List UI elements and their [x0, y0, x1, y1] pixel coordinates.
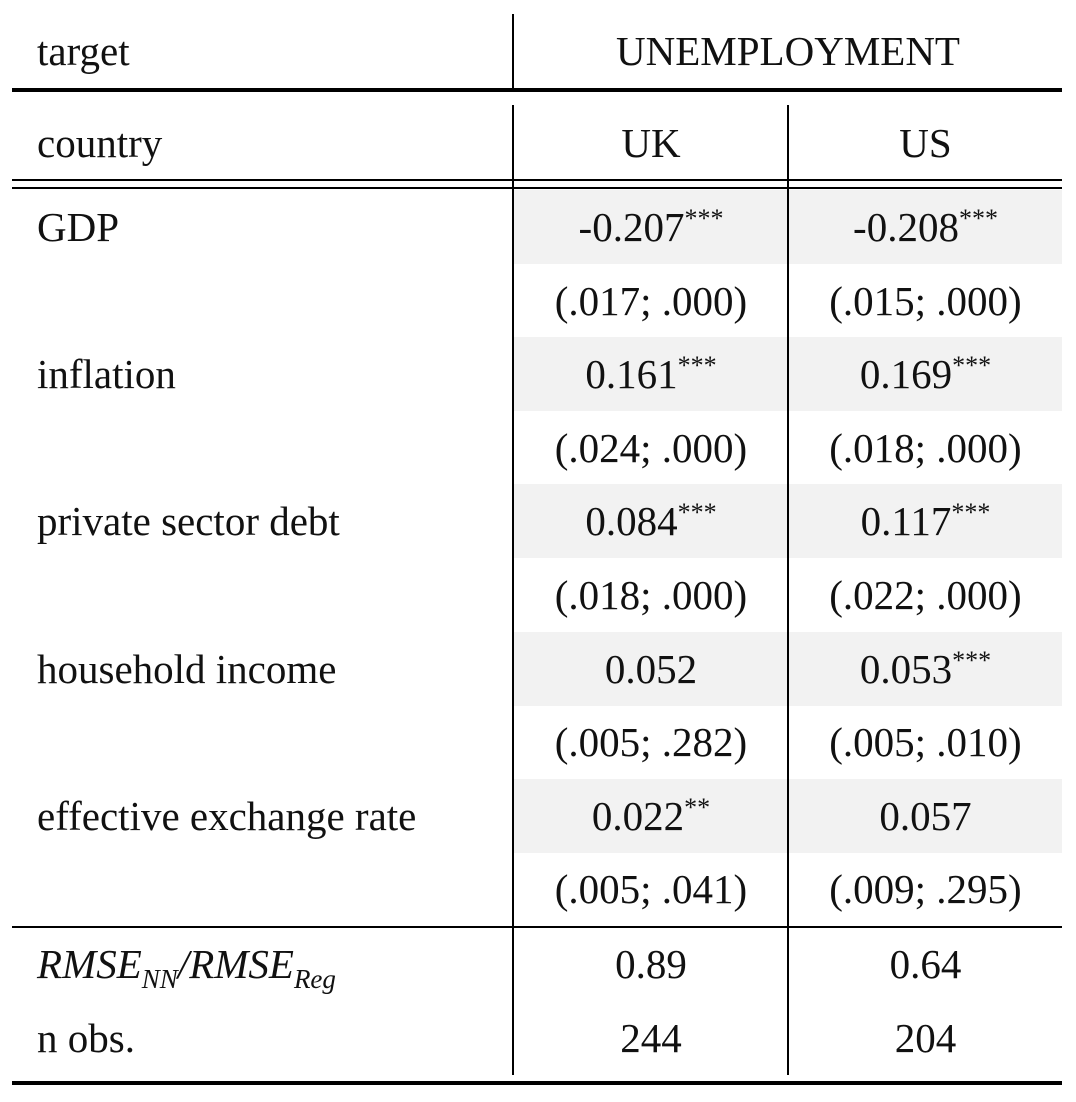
target-value: UNEMPLOYMENT: [616, 28, 960, 74]
row-label: household income: [37, 645, 337, 692]
ci-us: (.015; .000): [829, 277, 1022, 324]
ci-us: (.009; .295): [829, 866, 1022, 913]
footer-rule: [12, 926, 1062, 928]
coef-value: 0.022: [591, 792, 685, 839]
column-divider: [787, 105, 789, 1075]
rmse-slash: /: [177, 941, 190, 987]
significance-stars: ***: [951, 498, 991, 528]
ci-uk: (.005; .041): [554, 866, 748, 913]
coef-us: -0.208***: [789, 190, 1062, 264]
column-divider: [512, 14, 514, 89]
ci-uk: (.005; .282): [554, 719, 748, 766]
significance-stars: **: [684, 792, 711, 822]
ci-uk: (.017; .000): [554, 277, 748, 324]
country-uk: UK: [621, 120, 681, 166]
significance-stars: ***: [952, 645, 992, 675]
coef-uk: 0.161***: [514, 337, 788, 411]
ci-uk: (.024; .000): [554, 424, 748, 471]
header-thick-rule: [12, 88, 1062, 92]
coef-value: 0.161: [585, 351, 678, 398]
coef-us: 0.169***: [789, 337, 1062, 411]
significance-stars: ***: [684, 204, 724, 233]
coef-uk: 0.022**: [514, 779, 788, 853]
rmse-uk: 0.89: [615, 941, 687, 987]
header-double-rule-bottom: [12, 187, 1062, 189]
ci-us: (.022; .000): [829, 572, 1022, 618]
rmse-subscript-nn: NN: [141, 964, 178, 994]
coef-value: 0.053: [859, 645, 953, 692]
rmse-us: 0.64: [889, 941, 962, 987]
nobs-us: 204: [894, 1015, 957, 1061]
row-label: inflation: [37, 351, 176, 398]
bottom-thick-rule: [12, 1081, 1062, 1085]
row-label: effective exchange rate: [37, 792, 417, 839]
target-label: target: [37, 28, 130, 74]
significance-stars: ***: [952, 351, 992, 381]
header-double-rule-top: [12, 179, 1062, 181]
coef-value: 0.084: [585, 498, 678, 545]
country-label: country: [37, 120, 163, 166]
nobs-uk: 244: [620, 1015, 682, 1061]
rmse-subscript-reg: Reg: [293, 964, 336, 994]
rmse-label-part: RMSE: [37, 941, 142, 987]
coef-value: 0.117: [860, 498, 952, 545]
column-divider: [512, 105, 514, 1075]
significance-stars: ***: [958, 204, 998, 233]
coef-value: 0.169: [859, 351, 953, 398]
coef-us: 0.053***: [789, 632, 1062, 706]
coef-uk: 0.052: [514, 632, 788, 706]
coef-value: 0.057: [879, 792, 972, 839]
coef-value: -0.207: [578, 204, 685, 250]
row-label: GDP: [37, 204, 120, 250]
coef-us: 0.057: [789, 779, 1062, 853]
coef-uk: 0.084***: [514, 484, 788, 558]
coef-value: -0.208: [853, 204, 959, 250]
ci-uk: (.018; .000): [554, 572, 748, 618]
coef-uk: -0.207***: [514, 190, 788, 264]
significance-stars: ***: [677, 351, 717, 381]
significance-stars: ***: [677, 498, 717, 528]
coef-value: 0.052: [604, 645, 698, 692]
row-label: private sector debt: [37, 498, 340, 545]
country-us: US: [899, 120, 952, 166]
ci-us: (.018; .000): [829, 424, 1022, 471]
nobs-label: n obs.: [37, 1015, 135, 1061]
ci-us: (.005; .010): [829, 719, 1022, 766]
rmse-ratio-label: RMSENN/RMSEReg: [37, 927, 336, 1001]
coef-us: 0.117***: [789, 484, 1062, 558]
rmse-label-part: RMSE: [189, 941, 294, 987]
